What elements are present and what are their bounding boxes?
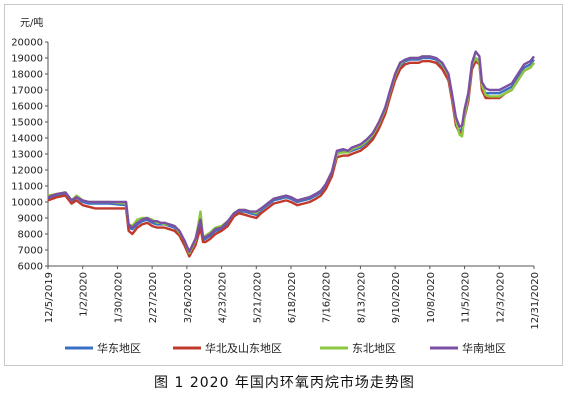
legend-label-1: 华东地区 <box>97 341 141 355</box>
y-axis-unit-label: 元/吨 <box>20 16 43 29</box>
x-tick-label: 10/8/2020 <box>426 272 437 323</box>
x-tick-label: 12/5/2019 <box>44 272 55 323</box>
x-tick-label: 1/30/2020 <box>113 272 124 323</box>
x-tick-label: 8/13/2020 <box>356 272 367 323</box>
y-tick-label: 19000 <box>11 54 43 65</box>
figure-caption: 图 1 2020 年国内环氧丙烷市场走势图 <box>154 375 415 391</box>
legend-label-4: 华南地区 <box>462 341 506 355</box>
y-tick-label: 7000 <box>18 246 43 257</box>
legend-label-2: 华北及山东地区 <box>205 341 282 355</box>
x-tick-label: 4/23/2020 <box>218 272 229 323</box>
x-tick-label: 7/16/2020 <box>322 272 333 323</box>
y-tick-label: 8000 <box>18 230 43 241</box>
x-tick-label: 5/21/2020 <box>252 272 263 323</box>
x-tick-label: 12/31/2020 <box>530 272 541 330</box>
x-tick-label: 6/18/2020 <box>287 272 298 323</box>
price-chart: 元/吨 6000 7000 8000 9000 10000 11000 12000 13000 1… <box>11 16 541 355</box>
series-line-3 <box>47 55 535 255</box>
x-tick-label: 3/26/2020 <box>183 272 194 323</box>
y-tick-label: 17000 <box>11 86 43 97</box>
x-tick-label: 9/10/2020 <box>391 272 402 323</box>
chart-frame <box>4 4 563 366</box>
x-tick-label: 2/27/2020 <box>148 272 159 323</box>
x-tick-label: 1/2/2020 <box>79 272 90 317</box>
y-tick-label: 20000 <box>11 38 43 49</box>
x-tick-label: 11/5/2020 <box>461 272 472 323</box>
series-line-4 <box>47 50 535 253</box>
y-tick-label: 9000 <box>18 214 43 225</box>
y-tick-label: 16000 <box>11 102 43 113</box>
y-tick-label: 12000 <box>11 166 43 177</box>
y-tick-label: 10000 <box>11 198 43 209</box>
y-tick-label: 15000 <box>11 118 43 129</box>
x-tick-label: 12/3/2020 <box>495 272 506 323</box>
series-line-2 <box>47 60 535 258</box>
legend-label-3: 东北地区 <box>352 342 396 355</box>
series-line-1 <box>47 56 535 257</box>
y-tick-label: 13000 <box>11 150 43 161</box>
y-tick-label: 14000 <box>11 134 43 145</box>
y-tick-label: 18000 <box>11 70 43 81</box>
y-tick-label: 11000 <box>11 182 43 193</box>
y-tick-label: 6000 <box>18 262 43 273</box>
